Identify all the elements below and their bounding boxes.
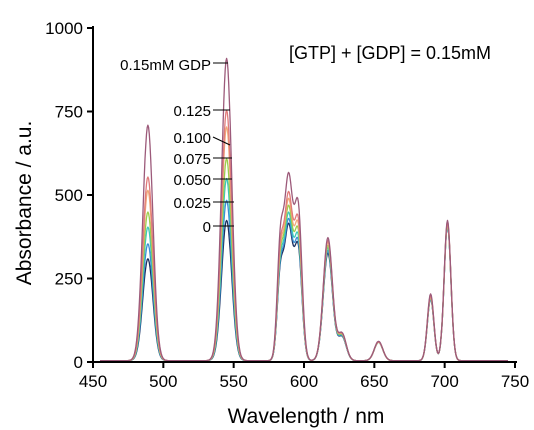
- y-axis-title: Absorbance / a.u.: [13, 121, 36, 286]
- y-tick-label: 1000: [45, 19, 83, 38]
- y-tick-label: 250: [55, 270, 83, 289]
- y-tick-label: 500: [55, 186, 83, 205]
- y-tick-label: 0: [74, 353, 83, 372]
- x-tick-label: 750: [501, 372, 529, 391]
- spectra-layer: [100, 57, 508, 362]
- y-tick-label: 750: [55, 103, 83, 122]
- axes-layer: 0 250 500 750 1000 450 500 550 600 650 700 750 Wavel…: [13, 19, 529, 428]
- x-tick-label: 550: [219, 372, 247, 391]
- x-tick-label: 650: [360, 372, 388, 391]
- spectrum-line-0: [100, 219, 508, 362]
- x-tick-label: 450: [79, 372, 107, 391]
- series-label: 0.15mM GDP: [120, 57, 211, 74]
- series-label: 0.125: [173, 103, 211, 120]
- series-label: 0.025: [173, 195, 211, 212]
- series-leader-line: [212, 136, 231, 146]
- x-axis-title: Wavelength / nm: [228, 405, 385, 428]
- x-tick-label: 600: [290, 372, 318, 391]
- series-label: 0.075: [173, 151, 211, 168]
- labels-layer: [GTP] + [GDP] = 0.15mM 0.15mM GDP 0.125 0.1…: [120, 43, 491, 236]
- x-tick-label: 700: [430, 372, 458, 391]
- series-label: 0.050: [173, 172, 211, 189]
- spectrum-line-0-15mm-gdp: [100, 57, 508, 362]
- series-label: 0: [203, 219, 211, 236]
- x-tick-label: 500: [149, 372, 177, 391]
- concentration-annotation: [GTP] + [GDP] = 0.15mM: [289, 43, 491, 63]
- series-label: 0.100: [173, 130, 211, 147]
